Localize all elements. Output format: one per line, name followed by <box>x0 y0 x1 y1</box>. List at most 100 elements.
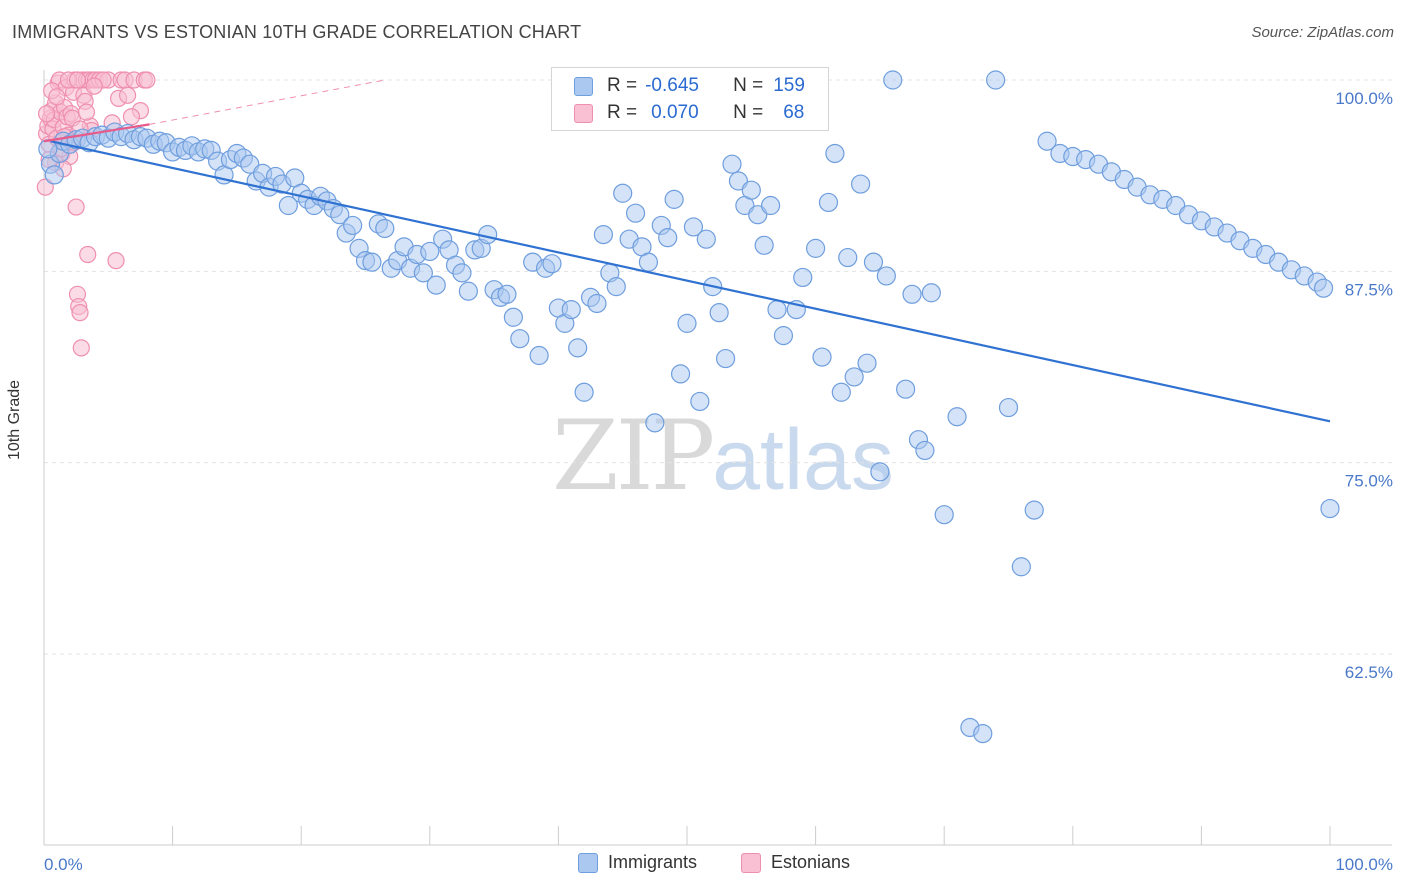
r-value: -0.645 <box>645 75 699 96</box>
immigrants-point <box>568 338 588 358</box>
immigrants-point <box>638 252 659 272</box>
immigrants-point <box>857 353 877 373</box>
immigrants-point <box>542 254 562 274</box>
estonians-point <box>36 178 54 196</box>
immigrants-point <box>915 440 935 461</box>
legend-row-immigrants: R = -0.645 N = 159 <box>574 72 805 100</box>
immigrants-point <box>670 364 691 384</box>
immigrants-point <box>452 263 472 283</box>
legend-item-estonians: Estonians <box>741 852 850 873</box>
immigrants-point <box>574 382 594 402</box>
immigrants-point <box>664 189 684 209</box>
immigrants-point <box>831 382 851 402</box>
estonians-point <box>48 88 66 106</box>
estonians-legend-swatch <box>741 852 761 873</box>
immigrants-point <box>722 154 742 174</box>
immigrants-point <box>1313 278 1334 298</box>
r-label: R = <box>607 75 638 96</box>
estonians-point <box>138 71 156 89</box>
estonians-points <box>36 71 156 357</box>
immigrants-point <box>1320 498 1340 519</box>
immigrants-point <box>741 180 761 200</box>
immigrants-point <box>458 281 478 301</box>
immigrants-point <box>278 195 298 216</box>
immigrants-legend-swatch <box>578 852 598 873</box>
immigrants-point <box>754 235 774 255</box>
immigrants-point <box>625 203 646 223</box>
immigrants-points <box>38 70 1340 744</box>
immigrants-point <box>497 284 517 304</box>
immigrants-point <box>793 267 813 288</box>
immigrants-point <box>690 391 710 412</box>
immigrants-point <box>1024 500 1044 520</box>
watermark: ZIPatlas <box>552 400 894 512</box>
immigrants-point <box>998 397 1019 418</box>
immigrants-point <box>683 217 704 237</box>
immigrants-point <box>343 215 363 236</box>
immigrants-point <box>529 345 549 366</box>
estonians-point <box>77 103 96 121</box>
immigrants-point <box>561 300 581 320</box>
legend-row-estonians: R = 0.070 N = 68 <box>574 99 804 127</box>
immigrants-point <box>587 293 607 314</box>
y-axis-label: 10th Grade <box>6 379 23 460</box>
immigrants-point <box>805 238 826 258</box>
x-tick-labels: 0.0% 100.0% <box>44 855 1393 874</box>
immigrants-point <box>818 192 839 213</box>
immigrants-legend-label: Immigrants <box>608 852 698 872</box>
trend-lines <box>43 79 1331 423</box>
estonians-trend-extension <box>149 79 385 125</box>
n-value: 68 <box>783 102 805 123</box>
r-label: R = <box>607 102 638 123</box>
estonians-point <box>68 71 87 89</box>
immigrants-point <box>645 413 665 433</box>
n-label: N = <box>733 102 764 123</box>
immigrants-point <box>870 462 890 482</box>
legend-item-immigrants: Immigrants <box>578 852 697 873</box>
immigrants-point <box>825 143 845 164</box>
estonians-point <box>118 86 137 104</box>
immigrants-point <box>362 252 382 272</box>
immigrants-point <box>902 284 922 304</box>
immigrants-point <box>593 224 614 245</box>
immigrants-point <box>844 367 864 387</box>
y-tick-label: 62.5% <box>1345 663 1393 682</box>
immigrants-point <box>658 228 678 248</box>
watermark-zip: ZIP <box>552 400 715 512</box>
immigrants-point <box>1037 131 1057 151</box>
source-label: Source: ZipAtlas.com <box>1251 24 1394 41</box>
immigrants-point <box>375 218 395 239</box>
estonians-point <box>122 108 141 126</box>
estonians-point <box>85 77 103 95</box>
immigrants-point <box>760 195 781 216</box>
immigrants-point <box>838 247 858 268</box>
estonians-legend-label: Estonians <box>771 852 851 872</box>
estonians-trend-line <box>43 123 150 143</box>
immigrants-point <box>812 347 832 367</box>
immigrants-point <box>677 313 697 333</box>
estonians-point <box>37 105 56 123</box>
estonians-point <box>71 304 89 322</box>
immigrants-point <box>883 70 903 90</box>
immigrants-point <box>606 277 626 297</box>
n-label: N = <box>733 75 764 96</box>
immigrants-swatch <box>574 76 593 96</box>
estonians-point <box>67 198 85 216</box>
immigrants-point <box>767 300 787 320</box>
immigrants-point <box>973 723 993 744</box>
y-tick-label: 100.0% <box>1335 89 1393 108</box>
immigrants-point <box>510 329 530 349</box>
immigrants-point <box>715 348 736 369</box>
y-tick-labels: 100.0% 87.5% 75.0% 62.5% <box>1335 89 1393 682</box>
immigrants-point <box>863 252 884 272</box>
y-tick-label: 87.5% <box>1345 280 1393 299</box>
estonians-point <box>107 252 125 270</box>
immigrants-point <box>921 283 941 303</box>
y-tick-label: 75.0% <box>1345 472 1393 491</box>
immigrants-point <box>1011 557 1031 577</box>
immigrants-point <box>896 379 916 399</box>
immigrants-point <box>426 275 446 295</box>
estonians-point <box>72 339 90 357</box>
chart-title: IMMIGRANTS VS ESTONIAN 10TH GRADE CORREL… <box>12 22 582 42</box>
